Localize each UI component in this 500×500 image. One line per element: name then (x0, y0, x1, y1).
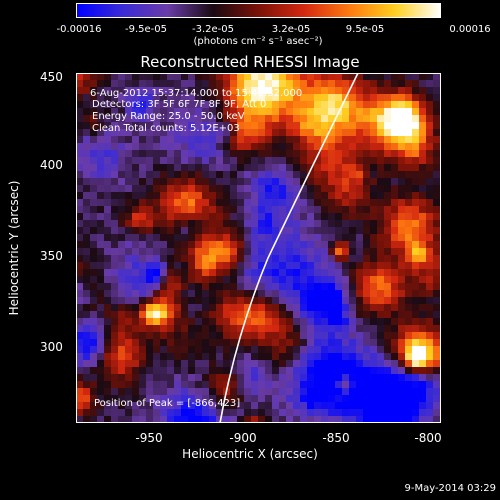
x-tick-label: -950 (135, 431, 163, 445)
annotation-energy-range: Energy Range: 25.0 - 50.0 keV (92, 111, 245, 122)
x-tick-label: -900 (229, 431, 257, 445)
x-tick-label: -800 (414, 431, 442, 445)
colorbar-tick-label: 3.2e-05 (271, 24, 311, 35)
colorbar-tick-label: -9.5e-05 (125, 24, 167, 35)
y-tick-label: 300 (40, 340, 63, 354)
annotation-detectors: Detectors: 3F 5F 6F 7F 8F 9F, Att 0 (92, 99, 267, 110)
plot-title: Reconstructed RHESSI Image (140, 53, 360, 71)
image-plot-area: 6-Aug-2012 15:37:14.000 to 15:41:32.000 … (76, 73, 441, 423)
y-tick-label: 350 (40, 249, 63, 263)
colorbar-tick-label: 9.5e-05 (345, 24, 385, 35)
annotation-time-range: 6-Aug-2012 15:37:14.000 to 15:41:32.000 (90, 88, 303, 99)
colorbar-tick-label: -0.00016 (56, 24, 102, 35)
solar-limb-curve (219, 73, 359, 423)
x-axis-label: Heliocentric X (arcsec) (182, 447, 318, 461)
footer-date: 9-May-2014 03:29 (404, 483, 496, 494)
colorbar-tick-label: -3.2e-05 (192, 24, 234, 35)
y-axis-label: Heliocentric Y (arcsec) (7, 180, 21, 316)
peak-position-label: Position of Peak = [-866,423] (94, 398, 241, 409)
colorbar (76, 3, 441, 18)
colorbar-tick-label: 0.00016 (449, 24, 491, 35)
plot-frame (76, 73, 441, 423)
x-tick-label: -850 (322, 431, 350, 445)
colorbar-units: (photons cm⁻² s⁻¹ asec⁻²) (193, 36, 323, 47)
y-tick-label: 400 (40, 158, 63, 172)
y-tick-label: 450 (40, 70, 63, 84)
annotation-clean-counts: Clean Total counts: 5.12E+03 (92, 123, 240, 134)
